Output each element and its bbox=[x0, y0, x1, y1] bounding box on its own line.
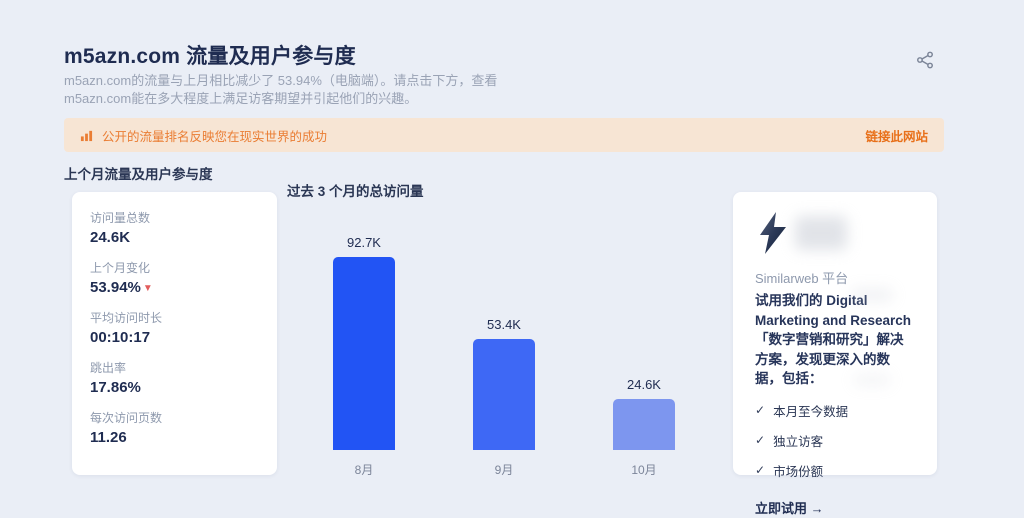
similarweb-promo-card: Similarweb 平台 试用我们的 Digital Marketing an… bbox=[733, 192, 937, 516]
bar-value-label: 53.4K bbox=[487, 317, 521, 332]
bar-group-september: 53.4K bbox=[473, 317, 535, 450]
stat-label: 上个月变化 bbox=[90, 261, 151, 275]
stat-monthly-change: 上个月变化 53.94% ▼ bbox=[90, 259, 259, 296]
stat-label: 平均访问时长 bbox=[90, 311, 163, 325]
checklist-item-market-share: ✓ 市场份额 bbox=[755, 461, 915, 480]
bar-month-label: 9月 bbox=[494, 463, 514, 477]
cta-label: 立即试用 bbox=[755, 500, 808, 516]
share-button[interactable] bbox=[910, 46, 940, 76]
stat-value: 11.26 bbox=[90, 429, 127, 446]
traffic-engagement-page: m5azn.com 流量及用户参与度 m5azn.com的流量与上月相比减少了 … bbox=[64, 45, 944, 516]
stat-pages-per-visit: 每次访问页数 11.26 bbox=[90, 409, 259, 446]
stat-value: 00:10:17 bbox=[90, 329, 151, 346]
bar-august[interactable] bbox=[333, 257, 395, 450]
stat-label: 每次访问页数 bbox=[90, 411, 163, 425]
try-now-link[interactable]: 立即试用 → bbox=[755, 498, 824, 517]
check-icon: ✓ bbox=[755, 463, 766, 477]
stats-section-title: 上个月流量及用户参与度 bbox=[64, 167, 213, 182]
link-this-site-link[interactable]: 链接此网站 bbox=[865, 129, 928, 144]
subtitle-line2: m5azn.com能在多大程度上满足访客期望并引起他们的兴趣。 bbox=[64, 91, 418, 106]
checklist-item-mtd-data: ✓ 本月至今数据 bbox=[755, 401, 915, 420]
stat-value: 24.6K bbox=[90, 229, 131, 246]
banner-message: 公开的流量排名反映您在现实世界的成功 bbox=[102, 129, 328, 144]
bar-chart-icon bbox=[80, 129, 93, 142]
bar-month-label: 8月 bbox=[354, 463, 374, 477]
down-triangle-icon: ▼ bbox=[142, 283, 153, 294]
blurred-content bbox=[851, 288, 893, 302]
stat-avg-duration: 平均访问时长 00:10:17 bbox=[90, 309, 259, 346]
check-icon: ✓ bbox=[755, 403, 766, 417]
page-subtitle: m5azn.com的流量与上月相比减少了 53.94%（电脑端）。请点击下方，查… bbox=[64, 72, 504, 108]
stat-value: 53.94% ▼ bbox=[90, 279, 153, 296]
bar-value-label: 92.7K bbox=[347, 235, 381, 250]
checklist-label: 独立访客 bbox=[773, 434, 824, 449]
bar-september[interactable] bbox=[473, 339, 535, 450]
page-title: m5azn.com 流量及用户参与度 bbox=[64, 45, 356, 68]
promo-brand: Similarweb 平台 bbox=[755, 271, 849, 286]
bar-value-label: 24.6K bbox=[627, 377, 661, 392]
stat-bounce-rate: 跳出率 17.86% bbox=[90, 359, 259, 396]
stat-value: 17.86% bbox=[90, 379, 141, 396]
checklist-label: 本月至今数据 bbox=[773, 404, 849, 419]
bar-month-label: 10月 bbox=[631, 463, 657, 477]
bar-group-october: 24.6K bbox=[613, 377, 675, 450]
check-icon: ✓ bbox=[755, 433, 766, 447]
promo-logo-area bbox=[755, 210, 915, 262]
stat-label: 跳出率 bbox=[90, 361, 127, 375]
checklist-item-unique-visitors: ✓ 独立访客 bbox=[755, 431, 915, 450]
share-icon bbox=[914, 49, 936, 74]
bar-group-august: 92.7K bbox=[333, 235, 395, 450]
arrow-right-icon: → bbox=[810, 500, 824, 516]
stat-label: 访问量总数 bbox=[90, 211, 151, 225]
blurred-content bbox=[853, 374, 891, 386]
chart-section-title: 过去 3 个月的总访问量 bbox=[287, 184, 424, 199]
blurred-content bbox=[795, 216, 847, 250]
engagement-stats-card: 访问量总数 24.6K 上个月变化 53.94% ▼ 平均访问时长 00:10:1… bbox=[72, 192, 277, 475]
stat-total-visits: 访问量总数 24.6K bbox=[90, 209, 259, 246]
promo-description: 试用我们的 Digital Marketing and Research 「数字… bbox=[755, 293, 912, 386]
bar-october[interactable] bbox=[613, 399, 675, 450]
checklist-label: 市场份额 bbox=[773, 464, 824, 479]
rank-notice-banner: 公开的流量排名反映您在现实世界的成功 链接此网站 bbox=[64, 118, 944, 152]
subtitle-line1: m5azn.com的流量与上月相比减少了 53.94%（电脑端）。请点击下方，查… bbox=[64, 73, 498, 88]
lightning-bolt-icon bbox=[755, 212, 791, 260]
total-visits-bar-chart: 92.7K 8月 53.4K 9月 24.6K 10月 bbox=[287, 180, 707, 480]
